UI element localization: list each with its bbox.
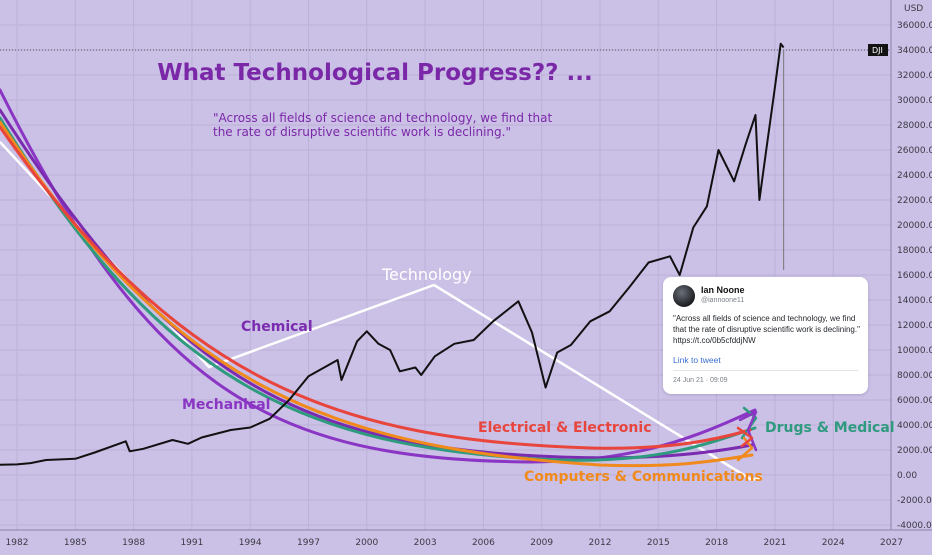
x-tick-label: 2015 — [647, 538, 670, 548]
y-tick-label: 6000.00 — [897, 396, 932, 406]
tweet-author-name: Ian Noone — [701, 285, 745, 295]
x-tick-label: 2012 — [589, 538, 612, 548]
tweet-card[interactable]: Ian Noone @iannoone11 "Across all fields… — [663, 277, 868, 394]
y-tick-label: 2000.00 — [897, 446, 932, 456]
y-tick-label: 20000.00 — [897, 221, 932, 231]
y-tick-label: 26000.00 — [897, 146, 932, 156]
y-tick-label: 12000.00 — [897, 321, 932, 331]
avatar — [673, 285, 695, 307]
label-drugs: Drugs & Medical — [765, 420, 895, 436]
x-tick-label: 2003 — [414, 538, 437, 548]
chart-quote: "Across all fields of science and techno… — [213, 111, 553, 139]
label-computers: Computers & Communications — [524, 469, 763, 485]
drugs-curve — [0, 116, 757, 462]
x-tick-label: 1988 — [122, 538, 145, 548]
x-tick-label: 1994 — [239, 538, 262, 548]
y-tick-label: 18000.00 — [897, 246, 932, 256]
symbol-badge — [868, 44, 888, 56]
x-tick-label: 1982 — [6, 538, 29, 548]
x-tick-label: 1997 — [297, 538, 320, 548]
symbol-label: DJI — [872, 46, 883, 55]
label-mechanical: Mechanical — [182, 397, 270, 413]
y-tick-label: 16000.00 — [897, 271, 932, 281]
y-tick-label: 14000.00 — [897, 296, 932, 306]
x-tick-label: 2021 — [763, 538, 786, 548]
y-tick-label: 10000.00 — [897, 346, 932, 356]
currency-label: USD — [904, 4, 923, 14]
mechanical-curve — [0, 88, 757, 464]
y-tick-label: -4000.00 — [897, 521, 932, 531]
price-axis-background — [891, 0, 932, 550]
price-series — [0, 42, 785, 466]
x-tick-label: 2000 — [355, 538, 378, 548]
drugs-arrow — [740, 406, 758, 440]
label-electrical: Electrical & Electronic — [478, 420, 652, 436]
y-tick-label: 22000.00 — [897, 196, 932, 206]
y-tick-label: 8000.00 — [897, 371, 932, 381]
y-tick-label: -2000.00 — [897, 496, 932, 506]
y-tick-label: 28000.00 — [897, 121, 932, 131]
x-tick-label: 2018 — [705, 538, 728, 548]
y-tick-label: 36000.00 — [897, 21, 932, 31]
tweet-text: "Across all fields of science and techno… — [673, 314, 860, 345]
time-axis[interactable]: 1982 1985 1988 1991 1994 1997 2000 2003 2006 2009… — [0, 529, 932, 550]
time-axis-background — [0, 530, 932, 550]
price-line — [0, 42, 785, 466]
y-tick-label: 30000.00 — [897, 96, 932, 106]
computers-curve — [0, 120, 754, 468]
mechanical-arrow — [738, 410, 758, 452]
x-tick-label: 1985 — [64, 538, 87, 548]
y-tick-label: 4000.00 — [897, 421, 932, 431]
y-tick-label: 32000.00 — [897, 71, 932, 81]
x-tick-label: 2009 — [530, 538, 553, 548]
tweet-author-handle: @iannoone11 — [701, 297, 745, 304]
tweet-divider — [673, 370, 858, 371]
label-technology: Technology — [381, 265, 472, 284]
y-tick-label: 0.00 — [897, 471, 917, 481]
x-tick-label: 2027 — [880, 538, 903, 548]
x-tick-label: 2006 — [472, 538, 495, 548]
y-tick-label: 34000.00 — [897, 46, 932, 56]
tweet-date: 24 Jun 21 · 09:09 — [673, 377, 728, 384]
drawn-overlays — [0, 88, 763, 482]
chart-title: What Technological Progress?? ... — [157, 60, 593, 86]
price-axis[interactable]: USD 36000.00 34000.00 32000.00 30000.00 28000… — [868, 0, 932, 550]
y-tick-label: 24000.00 — [897, 171, 932, 181]
grid-lines — [0, 0, 892, 530]
x-tick-label: 1991 — [180, 538, 203, 548]
electrical-arrow — [736, 426, 754, 448]
label-chemical: Chemical — [241, 319, 313, 335]
overlay-labels: Technology Chemical Mechanical Electrica… — [182, 265, 895, 485]
electrical-curve — [0, 125, 752, 450]
tweet-link[interactable]: Link to tweet — [673, 355, 721, 365]
x-tick-label: 2024 — [822, 538, 845, 548]
